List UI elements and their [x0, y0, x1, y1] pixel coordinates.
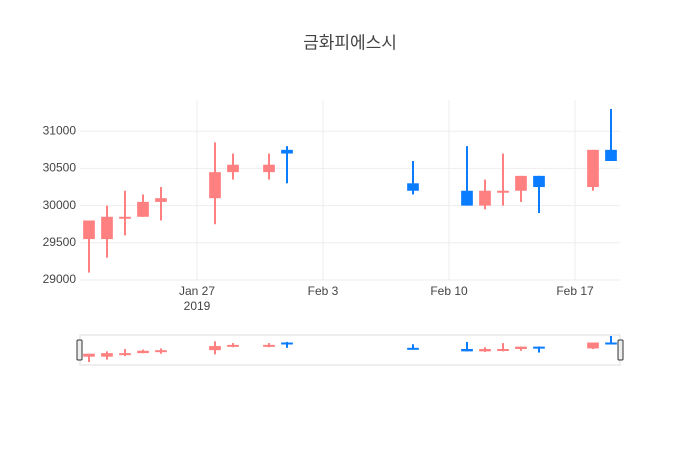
candle-body: [263, 164, 275, 173]
slider-handle-right[interactable]: [617, 339, 624, 361]
candle-body: [101, 216, 113, 240]
candle-body: [119, 216, 131, 219]
candle-body: [281, 149, 293, 154]
candle-body: [227, 164, 239, 173]
slider-candle-body: [227, 344, 239, 347]
slider-candle-body: [281, 342, 293, 345]
y-tick-label: 30500: [43, 161, 77, 175]
y-tick-label: 29000: [43, 272, 77, 286]
slider-candle-body: [263, 344, 275, 347]
candle-body: [605, 149, 617, 161]
slider-candle-body: [407, 347, 419, 350]
slider-handle-left[interactable]: [76, 339, 83, 361]
candle-body: [137, 201, 149, 217]
slider-candle-body: [533, 346, 545, 349]
range-slider[interactable]: [79, 334, 621, 366]
candle-body: [83, 220, 95, 240]
candle-body: [461, 190, 473, 206]
candle-body: [515, 175, 527, 191]
candle-body: [479, 190, 491, 206]
slider-candle-body: [155, 350, 167, 353]
slider-candle-body: [209, 346, 221, 351]
slider-candle-body: [461, 349, 473, 352]
x-tick-label: Feb 17: [556, 284, 594, 298]
slider-candle-body: [137, 350, 149, 354]
candle-body: [533, 175, 545, 188]
x-tick-label: Feb 10: [430, 284, 468, 298]
slider-candle-body: [497, 349, 509, 351]
y-tick-label: 30000: [43, 198, 77, 212]
slider-candle-body: [101, 353, 113, 357]
candle-body: [587, 149, 599, 188]
y-tick-label: 29500: [43, 235, 77, 249]
slider-candle-body: [83, 353, 95, 357]
x-tick-label: Jan 27 2019: [179, 284, 215, 313]
candle-body: [407, 183, 419, 191]
candle-body: [155, 198, 167, 202]
slider-candle-body: [515, 346, 527, 349]
x-tick-label: Feb 3: [308, 284, 339, 298]
candle-body: [209, 172, 221, 199]
y-tick-label: 31000: [43, 123, 77, 137]
slider-candle-body: [587, 342, 599, 349]
slider-candle-body: [479, 349, 491, 352]
candle-body: [497, 190, 509, 193]
slider-candle-body: [605, 342, 617, 345]
slider-candle-body: [119, 353, 131, 356]
chart-title: 금화피에스시: [303, 33, 397, 52]
